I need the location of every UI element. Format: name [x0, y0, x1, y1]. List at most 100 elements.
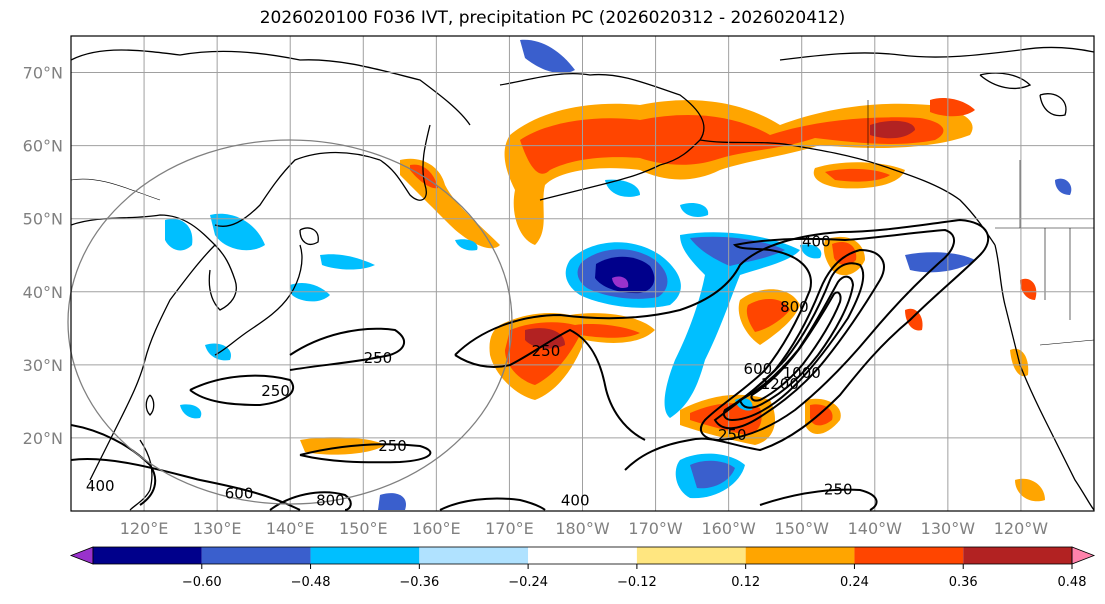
- ivt-contour-label: 250: [824, 481, 853, 499]
- lon-tick-label: 170°E: [485, 519, 534, 538]
- colorbar-tick-label: 0.24: [840, 575, 869, 590]
- coastline-kamchatka: [379, 124, 431, 201]
- ivt-contour-250-southeast: [759, 488, 878, 511]
- coastline-philippines: [129, 439, 153, 511]
- ivt-contour-label: 1000: [783, 364, 821, 382]
- pc-shade-neg-north-pacific-core: [595, 256, 655, 294]
- colorbar-tick-label: 0.36: [949, 575, 978, 590]
- coastline-china-korea: [71, 214, 216, 481]
- border-us-mexico: [1039, 339, 1094, 346]
- lon-tick-label: 150°W: [775, 519, 830, 538]
- pc-shade-neg-alaska-south: [605, 179, 640, 197]
- latitude-tick-labels: 20°N 30°N 40°N 50°N 60°N 70°N: [23, 64, 63, 448]
- pc-shade-east-pacific-south-core: [810, 404, 833, 426]
- ivt-contour-label: 250: [718, 426, 747, 444]
- ivt-contour-label: 600: [744, 360, 773, 378]
- pc-shade-neg-manchuria: [210, 213, 265, 251]
- ivt-contour-label: 1200: [761, 375, 799, 393]
- lon-tick-label: 140°E: [266, 519, 315, 538]
- colorbar-tick-label: −0.24: [508, 575, 548, 590]
- coastline-okhotsk: [214, 151, 381, 227]
- ivt-contour-400-south: [439, 497, 546, 511]
- coastline-north-america-west: [994, 244, 1094, 511]
- colorbar-tick-label: −0.48: [291, 575, 331, 590]
- ivt-contour-label: 400: [86, 477, 115, 495]
- colorbar-tick-label: −0.60: [182, 575, 222, 590]
- pc-shade-neg-east-china-sea: [205, 343, 231, 361]
- ivt-contour-label: 800: [316, 492, 345, 510]
- lat-tick-label: 50°N: [23, 210, 63, 229]
- ivt-contour-600-ar: [713, 248, 885, 430]
- ivt-contour-250-subtropical: [299, 443, 432, 464]
- longitude-tick-labels: 120°E 130°E 140°E 150°E 160°E 170°E 180°W 170°W…: [120, 519, 1049, 538]
- lat-tick-label: 30°N: [23, 356, 63, 375]
- pc-shade-ar-north-core: [832, 241, 857, 266]
- lon-tick-label: 140°W: [848, 519, 903, 538]
- lon-tick-label: 160°E: [412, 519, 461, 538]
- colorbar-tick-label: −0.36: [399, 575, 439, 590]
- lon-tick-label: 120°E: [120, 519, 169, 538]
- gridlines-layer: [71, 36, 1094, 511]
- coastline-alaska-west: [499, 72, 705, 166]
- pc-shade-central-pacific-max: [525, 328, 565, 349]
- ivt-contour-250-ar-west: [454, 328, 646, 441]
- pc-shade-neg-philippine-sea: [378, 493, 406, 510]
- colorbar-frame: [92, 546, 1073, 565]
- pc-shade-ne-pacific-core: [746, 298, 790, 332]
- lon-tick-label: 180°W: [555, 519, 610, 538]
- pc-shade-neg-gulf-alaska: [800, 244, 822, 259]
- colorbar-segment: [745, 547, 855, 564]
- coastline-canada-islands: [979, 72, 1032, 89]
- ivt-contour-1200-ar: [750, 291, 842, 402]
- coastline-hudson: [1039, 93, 1067, 117]
- pc-shade-neg-bering: [520, 39, 575, 74]
- ivt-contour-label: 400: [561, 492, 590, 510]
- colorbar-extend-high: [1071, 546, 1096, 565]
- ivt-contour-250-ar-outer: [454, 218, 990, 471]
- pc-shade-alaska-core: [520, 115, 944, 174]
- colorbar-tick-label: −0.12: [617, 575, 657, 590]
- coastline-arctic-north-america: [779, 46, 1094, 61]
- ivt-contour-250-japan-south: [189, 374, 295, 407]
- ivt-contour-label: 250: [364, 349, 393, 367]
- coastline-japan: [214, 244, 303, 356]
- ivt-contour-250-west-pacific: [289, 327, 405, 371]
- lon-tick-label: 120°W: [994, 519, 1049, 538]
- pc-shade-neg-far-east: [1055, 178, 1072, 195]
- colorbar-tick-label: 0.48: [1058, 575, 1087, 590]
- colorbar-extend-low: [69, 546, 94, 565]
- pc-shade-california: [1020, 278, 1037, 300]
- pc-shade-yukon: [930, 98, 975, 117]
- ivt-contour-label: 800: [780, 298, 809, 316]
- ivt-contour-label: 250: [378, 437, 407, 455]
- pc-shade-neg-north-pacific-max: [612, 276, 629, 288]
- pc-shade-neg-china: [165, 218, 193, 251]
- figure-title: 2026020100 F036 IVT, precipitation PC (2…: [259, 8, 846, 28]
- colorbar-segment: [528, 547, 637, 564]
- lon-tick-label: 150°E: [339, 519, 388, 538]
- colorbar: −0.60 −0.48 −0.36 −0.24 −0.12 0.12 0.24 0.36 0.4…: [69, 546, 1096, 590]
- colorbar-segment: [963, 547, 1072, 564]
- ivt-contour-label: 400: [802, 232, 831, 250]
- ivt-contour-800-ar: [722, 262, 865, 422]
- coastline-taiwan: [145, 394, 155, 416]
- pc-shade-neg-kuril: [320, 254, 375, 270]
- colorbar-segment: [93, 547, 202, 564]
- region-circle-outline: [67, 139, 513, 505]
- colorbar-segment: [636, 547, 746, 564]
- ivt-contour-600-southwest: [71, 458, 301, 511]
- ivt-contour-label: 250: [261, 382, 290, 400]
- ivt-contour-label: 600: [225, 484, 254, 502]
- lon-tick-label: 160°W: [701, 519, 756, 538]
- political-borders-layer: [71, 100, 1094, 346]
- ivt-contour-label: 250: [532, 342, 561, 360]
- colorbar-segment: [419, 547, 529, 564]
- lon-tick-label: 130°W: [921, 519, 976, 538]
- lat-tick-label: 70°N: [23, 64, 63, 83]
- coastline-alaska-south: [699, 139, 996, 246]
- pc-shade-neg-subtropical-core: [690, 460, 735, 489]
- map-frame: [70, 35, 1095, 512]
- pc-shade-neg-ar-band-core: [690, 236, 785, 266]
